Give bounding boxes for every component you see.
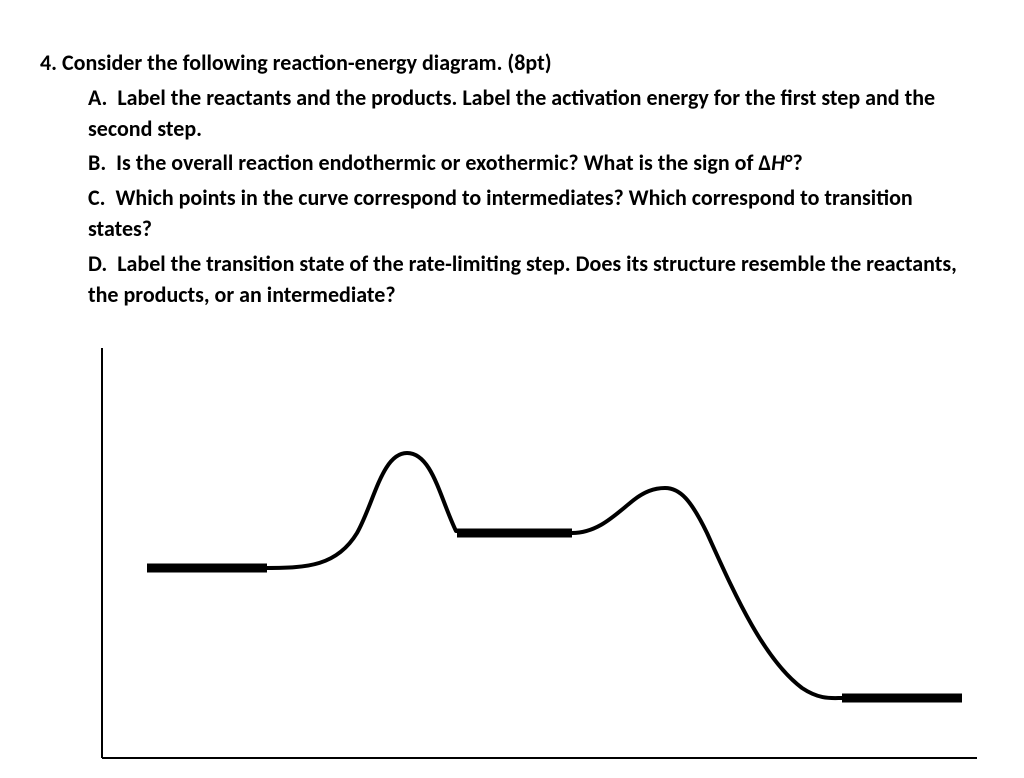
sub-question-C: C. Which points in the curve correspond …	[88, 183, 976, 245]
part-B-italic: H	[771, 149, 785, 176]
sub-question-B: B. Is the overall reaction endothermic o…	[88, 148, 976, 179]
sub-question-D: D. Label the transition state of the rat…	[88, 249, 976, 311]
part-A-label: A.	[88, 84, 107, 111]
part-C-label: C.	[88, 184, 106, 211]
question-header: 4. Consider the following reaction-energ…	[40, 48, 976, 79]
sub-questions: A. Label the reactants and the products.…	[40, 83, 976, 311]
part-D-label: D.	[88, 250, 107, 277]
reaction-energy-diagram	[72, 338, 992, 778]
part-B-label: B.	[88, 149, 106, 176]
question-container: 4. Consider the following reaction-energ…	[40, 48, 976, 778]
question-number: 4.	[40, 49, 57, 76]
part-C-text: Which points in the curve correspond to …	[88, 184, 913, 242]
part-B-text-prefix: Is the overall reaction endothermic or e…	[116, 149, 771, 176]
part-B-text-suffix: °?	[785, 149, 803, 176]
part-A-text: Label the reactants and the products. La…	[88, 84, 935, 142]
question-prompt: Consider the following reaction-energy d…	[62, 49, 552, 76]
diagram-container	[72, 338, 976, 778]
part-D-text: Label the transition state of the rate-l…	[88, 250, 957, 308]
sub-question-A: A. Label the reactants and the products.…	[88, 83, 976, 145]
energy-curve	[267, 453, 842, 698]
